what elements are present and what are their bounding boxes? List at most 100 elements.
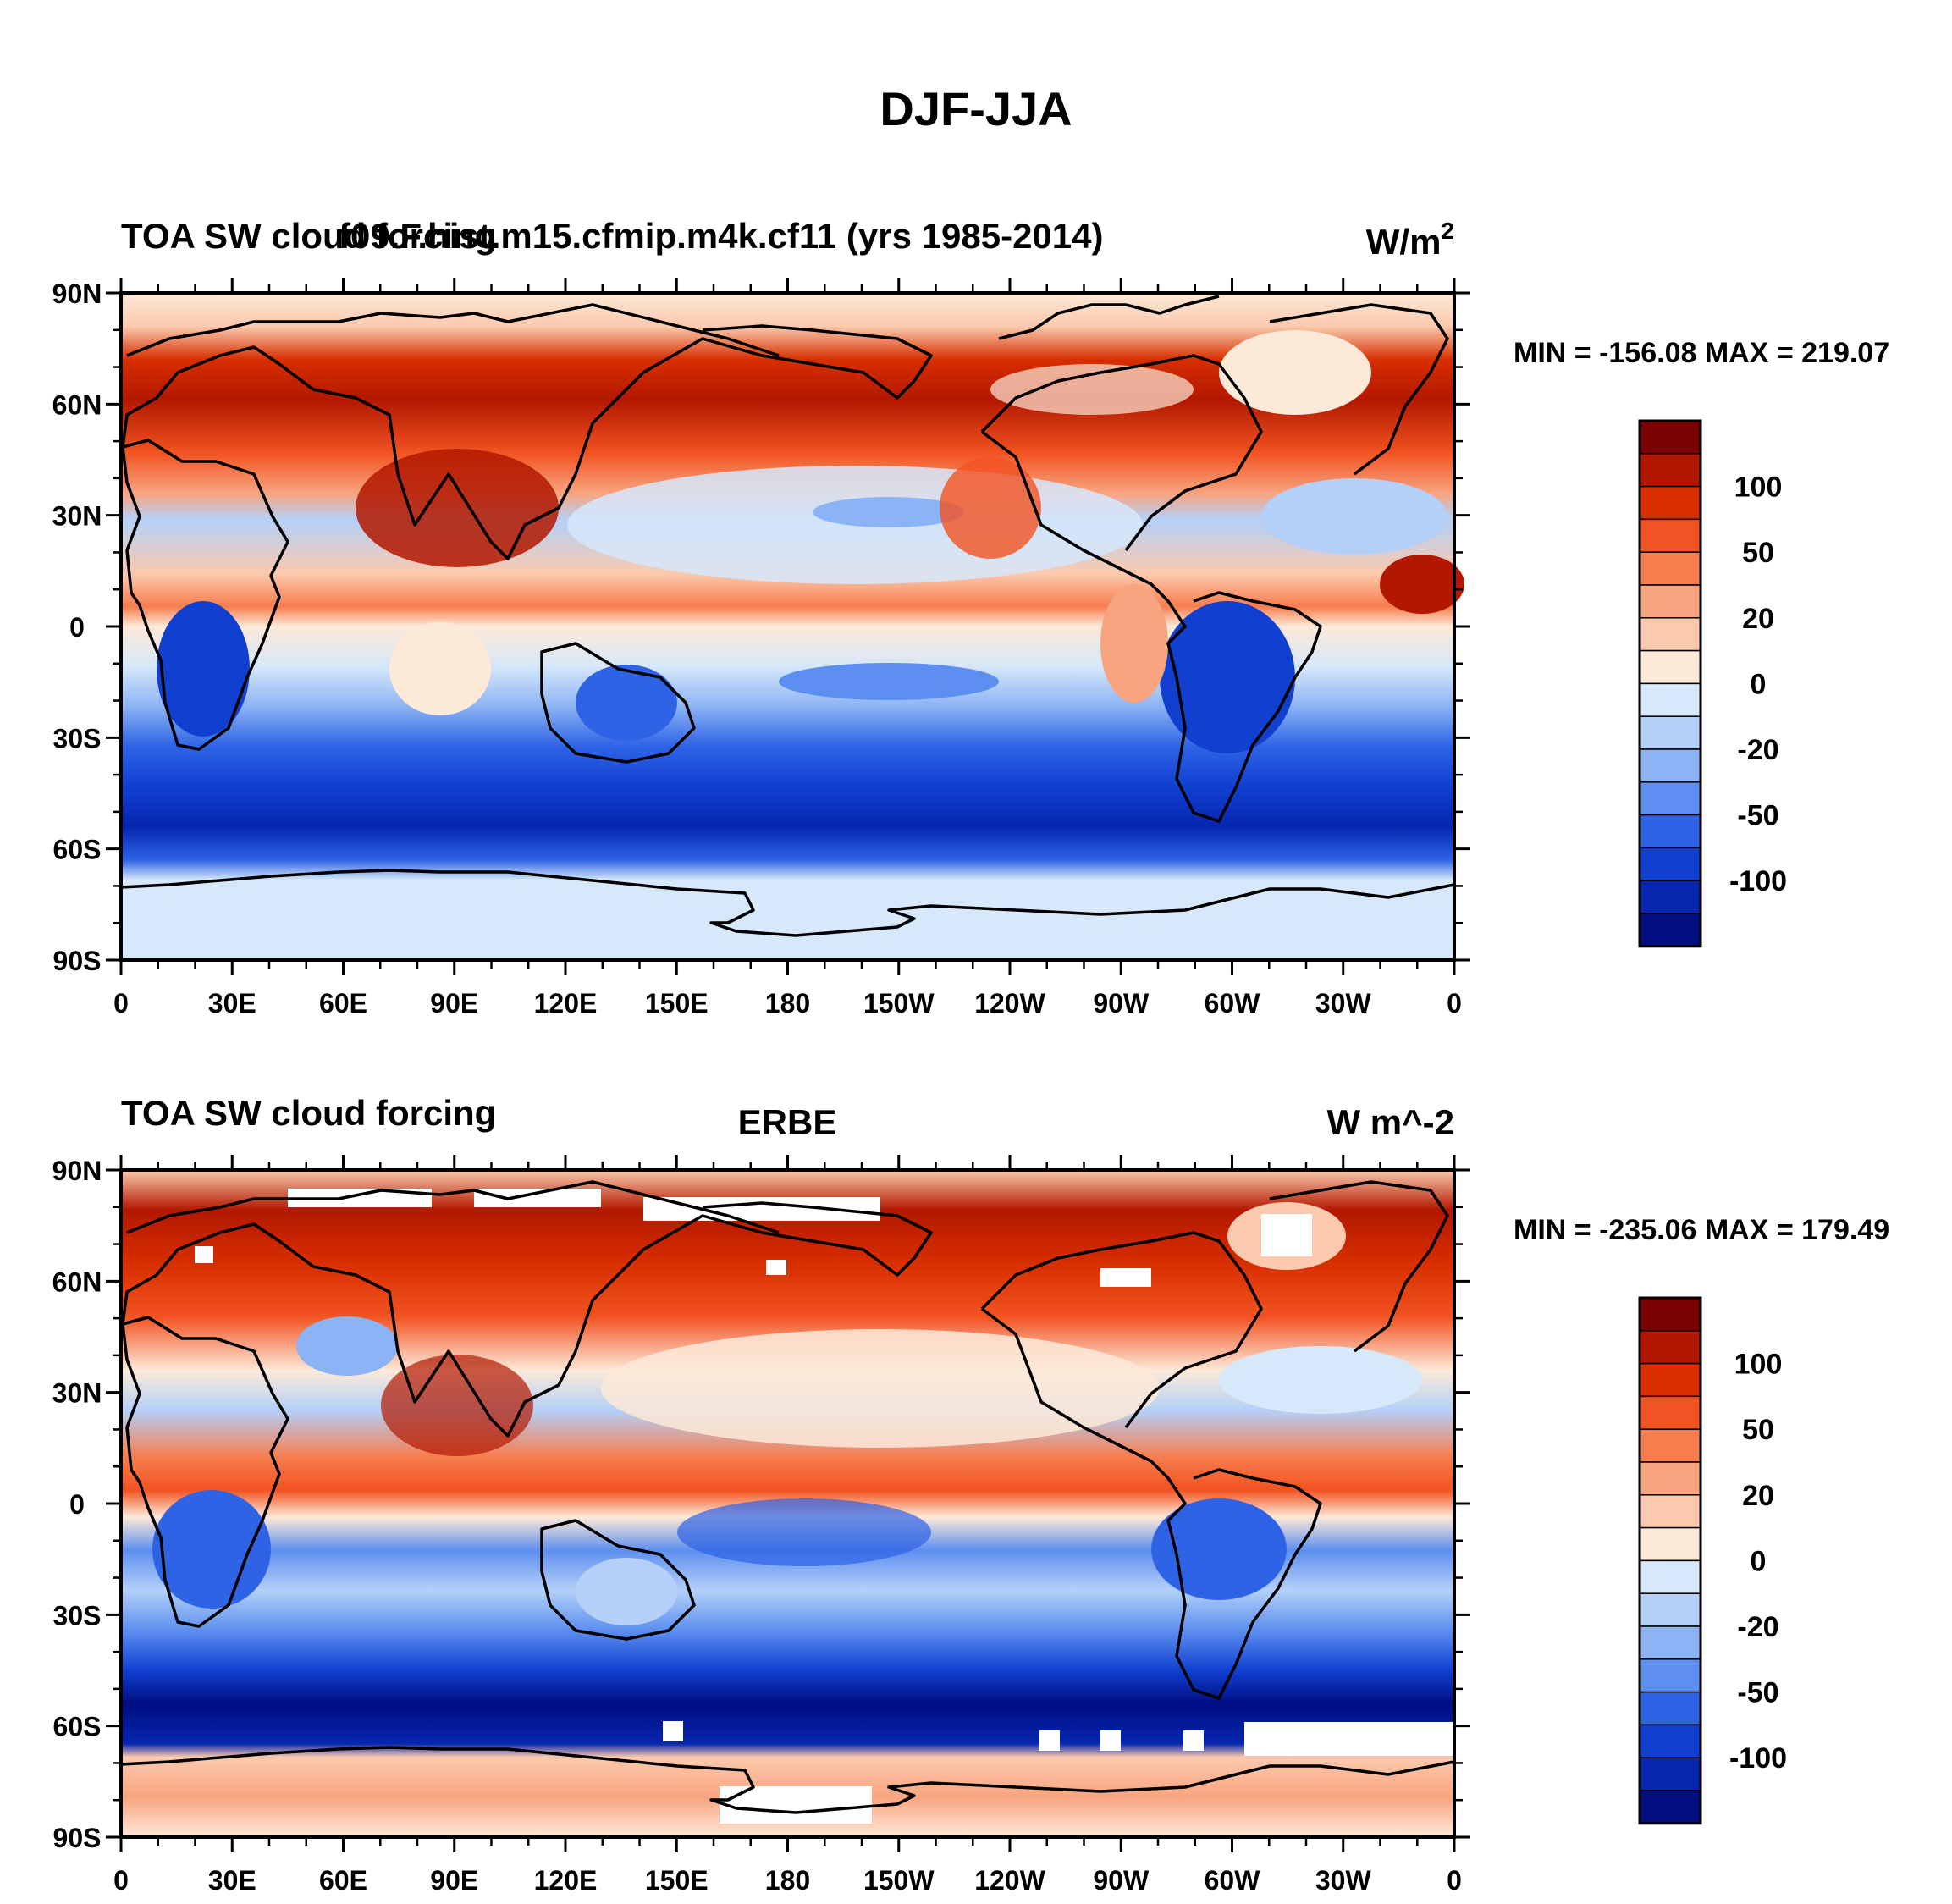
blob xyxy=(1160,601,1295,753)
y-tick-label: 90N xyxy=(52,279,102,309)
x-tick-label: 0 xyxy=(1447,988,1462,1018)
colorbar-label: 20 xyxy=(1742,603,1774,635)
panel-1-units: W/m2 xyxy=(1366,218,1454,262)
colorbar-swatch xyxy=(1639,715,1701,750)
blob xyxy=(940,457,1041,559)
colorbar-label: 100 xyxy=(1734,1349,1783,1381)
colorbar-swatch xyxy=(1639,781,1701,816)
blob xyxy=(1219,1346,1422,1414)
blob xyxy=(1100,584,1168,703)
y-tick-label: 0 xyxy=(69,612,85,643)
colorbar-swatch xyxy=(1639,847,1701,881)
panel-1-colorbar: 100 50 20 0 -20 -50 -100 xyxy=(1638,419,1787,948)
x-tick-label: 120W xyxy=(974,988,1045,1018)
panel-1-left-title: TOA SW cloud forcing xyxy=(121,216,496,256)
colorbar-label: -100 xyxy=(1729,865,1787,897)
panel-2-min-max: MIN = -235.06 MAX = 179.49 xyxy=(1514,1214,1889,1246)
colorbar-swatch xyxy=(1639,649,1701,685)
blob xyxy=(389,622,491,715)
x-tick-label: 60E xyxy=(319,1865,367,1896)
x-tick-label: 30W xyxy=(1315,988,1372,1018)
colorbar-label: 50 xyxy=(1742,537,1774,569)
x-tick-label: 180 xyxy=(765,988,810,1018)
panel-2-missing-data xyxy=(195,1189,1454,1824)
colorbar-swatch xyxy=(1639,1559,1701,1594)
x-tick-label: 90W xyxy=(1093,1865,1150,1896)
colorbar-swatch xyxy=(1639,1625,1701,1660)
colorbar-label: 0 xyxy=(1751,668,1767,700)
blob xyxy=(1380,555,1464,614)
colorbar-label: -50 xyxy=(1737,800,1778,832)
colorbar-swatch xyxy=(1639,518,1701,553)
blob xyxy=(677,1498,931,1566)
blob xyxy=(813,497,965,527)
x-tick-label: 0 xyxy=(113,988,129,1018)
colorbar-swatch xyxy=(1639,1362,1701,1398)
blob xyxy=(576,1558,677,1625)
colorbar-swatch xyxy=(1639,880,1701,914)
x-tick-label: 60E xyxy=(319,988,367,1018)
y-tick-label: 30N xyxy=(52,1378,102,1409)
blob xyxy=(1219,330,1371,415)
colorbar-swatch xyxy=(1639,1330,1701,1365)
x-tick-label: 180 xyxy=(765,1865,810,1896)
blob xyxy=(576,665,677,741)
panel-1-axes: 0 30E 60E 90E 120E 150E 180 150W 120W 90W 60W 30W 09… xyxy=(52,278,1470,1018)
panel-1-map xyxy=(120,293,1464,960)
panel-1: TOA SW cloud forcing f09.F.hist.m15.cfmi… xyxy=(52,216,1889,1018)
x-tick-label: 150W xyxy=(863,1865,935,1896)
x-tick-label: 150E xyxy=(645,988,709,1018)
colorbar-swatch xyxy=(1639,420,1701,455)
blob xyxy=(356,449,559,567)
blob xyxy=(152,1490,271,1609)
colorbar-label: -20 xyxy=(1737,1611,1778,1643)
x-tick-label: 60W xyxy=(1205,988,1261,1018)
x-tick-label: 0 xyxy=(1447,1865,1462,1896)
colorbar-swatch xyxy=(1639,1757,1701,1791)
panel-2-center-title: ERBE xyxy=(738,1102,837,1142)
figure-title: DJF-JJA xyxy=(880,82,1072,135)
panel-2-colorbar: 100 50 20 0 -20 -50 -100 xyxy=(1638,1296,1787,1825)
colorbar-swatch xyxy=(1639,485,1701,521)
colorbar-label: 100 xyxy=(1734,472,1783,504)
y-tick-label: 30N xyxy=(52,501,102,532)
blob xyxy=(1151,1498,1287,1600)
colorbar-swatch xyxy=(1639,584,1701,619)
blob xyxy=(1261,478,1447,555)
x-tick-label: 120E xyxy=(534,1865,598,1896)
y-tick-label: 90N xyxy=(52,1156,102,1186)
colorbar-label: 0 xyxy=(1751,1545,1767,1577)
colorbar-label: 20 xyxy=(1742,1480,1774,1512)
colorbar-frame xyxy=(1638,1296,1702,1825)
colorbar-swatch xyxy=(1639,1691,1701,1726)
colorbar-swatch xyxy=(1639,1395,1701,1430)
x-tick-label: 120W xyxy=(974,1865,1045,1896)
colorbar-swatch xyxy=(1639,814,1701,849)
colorbar-swatch xyxy=(1639,1461,1701,1496)
panel-1-coastlines xyxy=(120,295,1455,937)
y-tick-label: 60N xyxy=(52,1267,102,1297)
blob xyxy=(381,1355,533,1456)
panel-2-units: W m^-2 xyxy=(1326,1102,1454,1142)
x-tick-label: 30E xyxy=(208,988,256,1018)
y-tick-label: 0 xyxy=(69,1489,85,1520)
colorbar-swatch xyxy=(1639,1494,1701,1529)
colorbar-swatch xyxy=(1639,1297,1701,1332)
y-tick-label: 60N xyxy=(52,389,102,420)
x-tick-label: 0 xyxy=(113,1865,129,1896)
x-tick-label: 90E xyxy=(430,988,478,1018)
panel-2-map xyxy=(120,1170,1455,1837)
colorbar-swatch xyxy=(1639,1428,1701,1463)
colorbar-swatch xyxy=(1639,617,1701,652)
x-tick-label: 150W xyxy=(863,988,935,1018)
colorbar-swatch xyxy=(1639,748,1701,783)
y-tick-label: 60S xyxy=(53,1712,102,1742)
colorbar-label: -100 xyxy=(1729,1742,1787,1774)
colorbar-swatch xyxy=(1639,551,1701,586)
panel-2-coastlines xyxy=(120,1180,1455,1814)
colorbar-label: -20 xyxy=(1737,734,1778,766)
y-tick-label: 60S xyxy=(53,835,102,865)
colorbar-swatch xyxy=(1639,1790,1701,1824)
y-tick-label: 90S xyxy=(53,1823,102,1853)
colorbar-frame xyxy=(1638,419,1702,948)
